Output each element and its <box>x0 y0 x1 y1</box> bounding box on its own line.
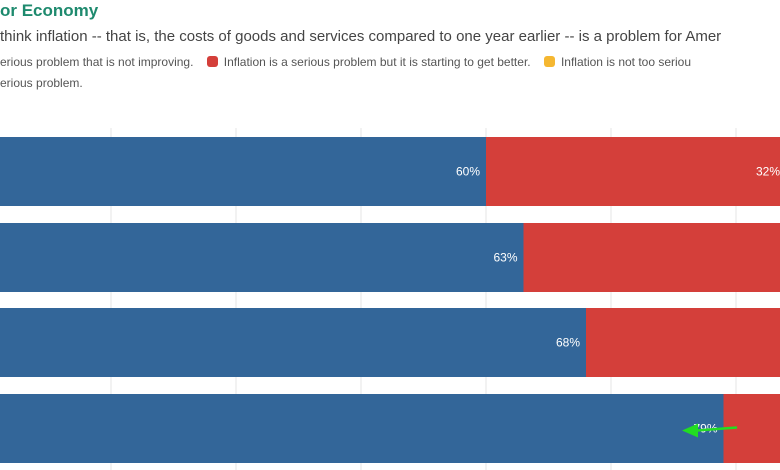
chart-title: or Economy <box>0 1 99 20</box>
bar-not-improving <box>0 394 724 463</box>
annotation-arrow-head <box>682 423 698 438</box>
bar-value-label: 63% <box>493 251 517 265</box>
bar-getting-better <box>586 308 780 377</box>
bar-value-label: 79% <box>693 422 717 436</box>
legend-item-not-improving: erious problem that is not improving. <box>0 52 193 73</box>
legend-label: Inflation is not too seriou <box>560 55 692 69</box>
bar-getting-better <box>486 137 780 206</box>
chart-subtitle: think inflation -- that is, the costs of… <box>0 28 722 45</box>
legend-item-not-a-problem: erious problem. <box>0 73 83 94</box>
legend-label: Inflation is a serious problem but it is… <box>223 55 531 69</box>
bar-getting-better <box>523 223 780 292</box>
bar-not-improving <box>0 308 586 377</box>
legend-swatch-red <box>206 56 218 67</box>
bar-value-label: 32% <box>756 165 780 179</box>
bar-value-label: 60% <box>456 165 480 179</box>
legend-swatch-yellow <box>543 56 555 67</box>
chart-legend: erious problem that is not improving. In… <box>0 52 780 94</box>
legend-label: erious problem. <box>0 76 83 90</box>
legend-item-getting-better: Inflation is a serious problem but it is… <box>206 52 531 73</box>
bar-value-label: 68% <box>556 336 580 350</box>
annotation-arrow-shaft <box>696 426 738 432</box>
legend-label: erious problem that is not improving. <box>0 55 194 69</box>
legend-item-not-too-serious: Inflation is not too seriou <box>543 52 692 73</box>
bar-not-improving <box>0 137 486 206</box>
bar-not-improving <box>0 223 524 292</box>
